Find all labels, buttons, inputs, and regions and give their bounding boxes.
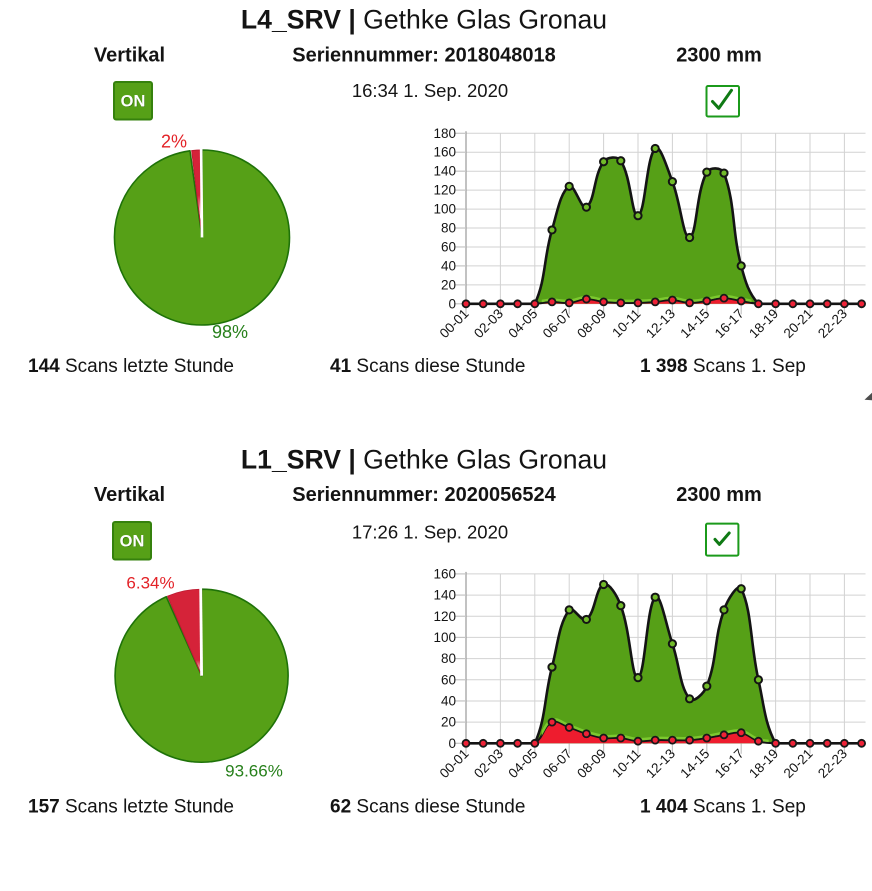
svg-text:20: 20 bbox=[441, 277, 456, 292]
svg-text:80: 80 bbox=[441, 651, 456, 666]
svg-text:62 Scans diese Stunde: 62 Scans diese Stunde bbox=[330, 797, 525, 818]
svg-text:ON: ON bbox=[121, 93, 146, 111]
svg-text:60: 60 bbox=[441, 672, 456, 687]
svg-text:L4_SRV | Gethke Glas Gronau: L4_SRV | Gethke Glas Gronau bbox=[241, 5, 607, 35]
svg-text:ON: ON bbox=[120, 533, 145, 551]
svg-text:160: 160 bbox=[433, 145, 456, 160]
svg-text:0: 0 bbox=[448, 296, 456, 311]
svg-text:1 398 Scans 1. Sep: 1 398 Scans 1. Sep bbox=[640, 356, 806, 377]
svg-text:1 404 Scans 1. Sep: 1 404 Scans 1. Sep bbox=[640, 797, 806, 818]
svg-text:144 Scans letzte Stunde: 144 Scans letzte Stunde bbox=[28, 356, 234, 377]
svg-text:2%: 2% bbox=[161, 132, 187, 152]
svg-text:60: 60 bbox=[441, 239, 456, 254]
svg-text:Vertikal: Vertikal bbox=[94, 484, 165, 506]
svg-text:40: 40 bbox=[441, 258, 456, 273]
svg-text:Vertikal: Vertikal bbox=[94, 45, 165, 67]
svg-text:Seriennummer: 2018048018: Seriennummer: 2018048018 bbox=[292, 45, 556, 67]
svg-text:40: 40 bbox=[441, 693, 456, 708]
svg-text:100: 100 bbox=[433, 630, 456, 645]
svg-text:100: 100 bbox=[433, 202, 456, 217]
svg-text:120: 120 bbox=[433, 609, 456, 624]
svg-text:120: 120 bbox=[433, 183, 456, 198]
svg-text:41 Scans diese Stunde: 41 Scans diese Stunde bbox=[330, 356, 525, 377]
svg-text:157 Scans letzte Stunde: 157 Scans letzte Stunde bbox=[28, 797, 234, 818]
svg-text:17:26 1. Sep. 2020: 17:26 1. Sep. 2020 bbox=[352, 522, 508, 543]
svg-text:Seriennummer: 2020056524: Seriennummer: 2020056524 bbox=[292, 484, 556, 506]
svg-text:98%: 98% bbox=[212, 322, 248, 342]
svg-text:0: 0 bbox=[448, 736, 456, 751]
svg-text:ON: ON bbox=[120, 533, 145, 551]
svg-text:180: 180 bbox=[433, 126, 456, 141]
svg-text:ON: ON bbox=[121, 93, 146, 111]
svg-text:140: 140 bbox=[433, 588, 456, 603]
svg-text:L1_SRV | Gethke Glas Gronau: L1_SRV | Gethke Glas Gronau bbox=[241, 445, 607, 475]
svg-text:80: 80 bbox=[441, 221, 456, 236]
svg-text:160: 160 bbox=[433, 566, 456, 581]
svg-text:20: 20 bbox=[441, 715, 456, 730]
svg-text:16:34 1. Sep. 2020: 16:34 1. Sep. 2020 bbox=[352, 80, 508, 101]
svg-text:2300 mm: 2300 mm bbox=[676, 45, 762, 67]
svg-text:140: 140 bbox=[433, 164, 456, 179]
svg-text:93.66%: 93.66% bbox=[225, 762, 283, 781]
svg-text:6.34%: 6.34% bbox=[126, 574, 174, 593]
svg-text:2300 mm: 2300 mm bbox=[676, 484, 762, 506]
